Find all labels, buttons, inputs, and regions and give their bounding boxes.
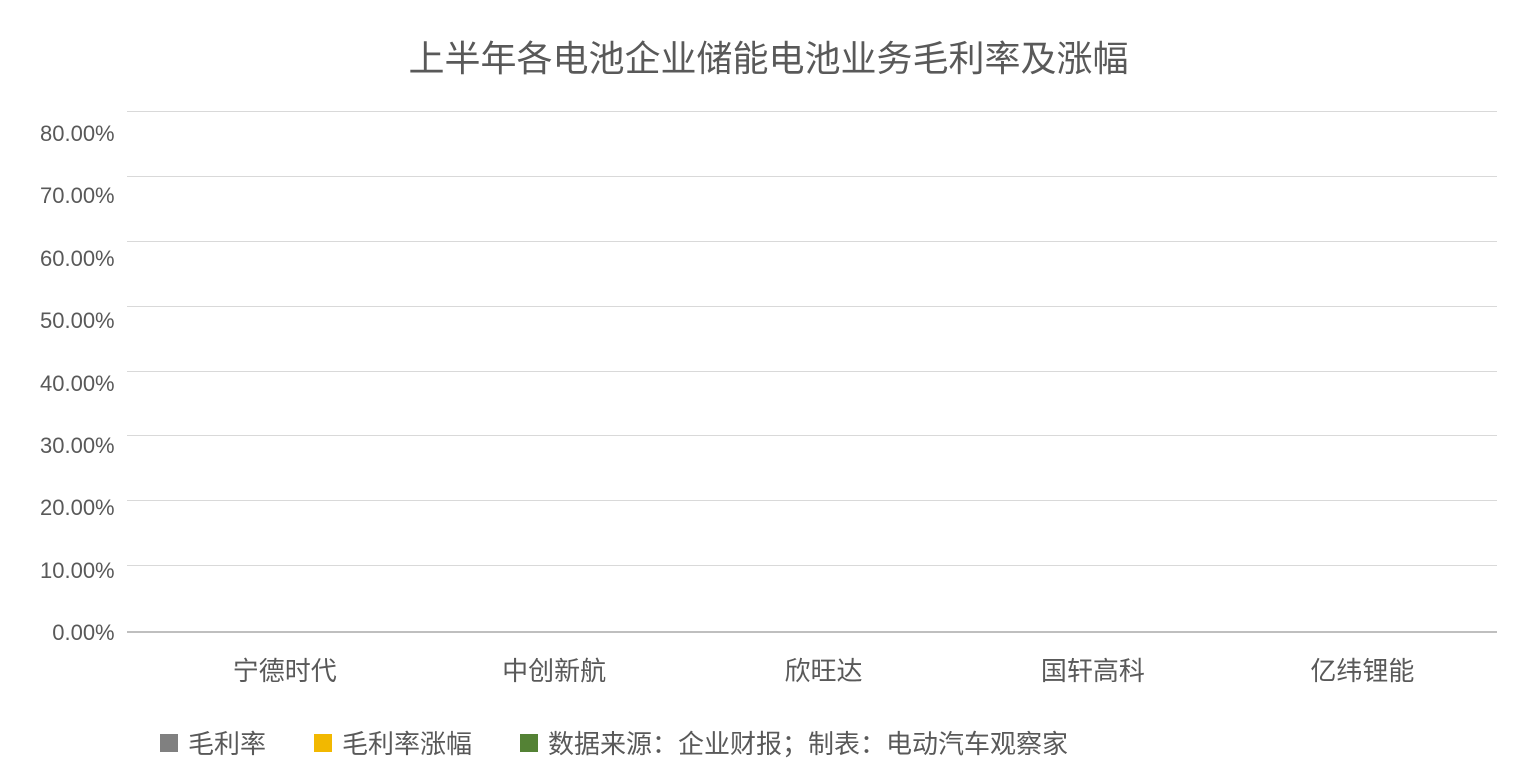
legend-swatch — [160, 734, 178, 752]
y-tick-label: 50.00% — [40, 310, 115, 332]
y-tick-label: 60.00% — [40, 248, 115, 270]
gridline — [127, 241, 1497, 242]
gridline — [127, 500, 1497, 501]
gridline — [127, 306, 1497, 307]
x-axis-label: 亿纬锂能 — [1228, 633, 1497, 688]
legend-label: 毛利率 — [188, 724, 266, 761]
y-tick-label: 80.00% — [40, 123, 115, 145]
legend-label: 毛利率涨幅 — [342, 724, 472, 761]
legend-item: 数据来源：企业财报；制表：电动汽车观察家 — [520, 724, 1068, 761]
bars-layer — [127, 112, 1497, 631]
y-tick-label: 20.00% — [40, 497, 115, 519]
y-axis: 80.00% 70.00% 60.00% 50.00% 40.00% 30.00% 20.0… — [40, 112, 127, 633]
grid-area — [127, 112, 1497, 633]
legend: 毛利率 毛利率涨幅 数据来源：企业财报；制表：电动汽车观察家 — [160, 724, 1497, 761]
legend-label: 数据来源：企业财报；制表：电动汽车观察家 — [548, 724, 1068, 761]
legend-item: 毛利率 — [160, 724, 266, 761]
x-axis-label: 宁德时代 — [150, 633, 419, 688]
x-axis-label: 欣旺达 — [689, 633, 958, 688]
chart-title: 上半年各电池企业储能电池业务毛利率及涨幅 — [40, 30, 1497, 82]
x-axis-label: 中创新航 — [419, 633, 688, 688]
gridline — [127, 435, 1497, 436]
y-tick-label: 70.00% — [40, 185, 115, 207]
gridline — [127, 176, 1497, 177]
legend-swatch — [520, 734, 538, 752]
y-tick-label: 30.00% — [40, 435, 115, 457]
y-tick-label: 40.00% — [40, 373, 115, 395]
gridline — [127, 565, 1497, 566]
chart-container: 上半年各电池企业储能电池业务毛利率及涨幅 80.00% 70.00% 60.00% 5… — [40, 20, 1497, 761]
y-tick-label: 10.00% — [40, 560, 115, 582]
x-axis-label: 国轩高科 — [958, 633, 1227, 688]
gridline — [127, 111, 1497, 112]
plot-area: 80.00% 70.00% 60.00% 50.00% 40.00% 30.00% 20.0… — [40, 112, 1497, 633]
legend-swatch — [314, 734, 332, 752]
legend-item: 毛利率涨幅 — [314, 724, 472, 761]
x-axis: 宁德时代中创新航欣旺达国轩高科亿纬锂能 — [150, 633, 1497, 688]
gridline — [127, 371, 1497, 372]
y-tick-label: 0.00% — [40, 622, 115, 644]
